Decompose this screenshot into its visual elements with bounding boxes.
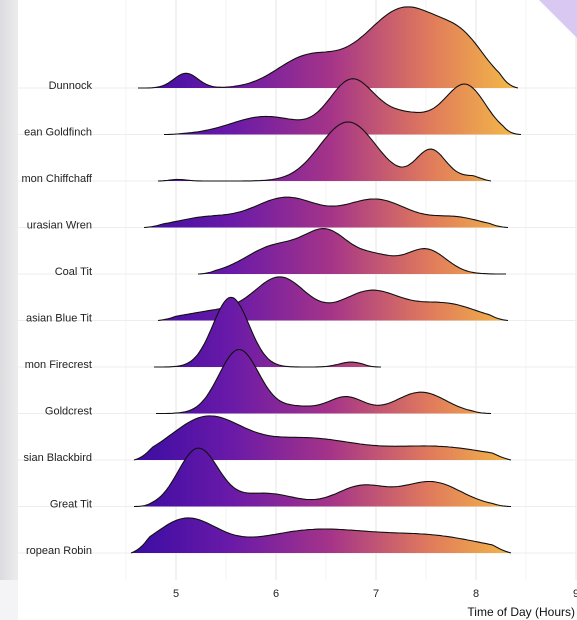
ridge-outline [133, 447, 512, 508]
left-shadow [0, 0, 18, 620]
y-tick-label: ean Goldfinch [24, 127, 92, 139]
ridge-eurasian-goldfinch [164, 78, 521, 135]
ridges [130, 6, 522, 554]
ridge-eurasian-blackbird [134, 415, 511, 460]
ridge-eurasian-blue-tit [158, 276, 508, 321]
ridge-coal-tit [198, 228, 506, 274]
y-tick-label: urasian Wren [27, 220, 92, 232]
ridge-eurasian-wren [144, 197, 508, 228]
ridge-outline [164, 78, 522, 136]
ridge-outline [157, 121, 492, 182]
x-tick-label: 7 [373, 588, 379, 600]
x-axis-label: Time of Day (Hours) [467, 605, 575, 619]
y-tick-label: ropean Robin [26, 545, 92, 557]
y-tick-label: mon Chiffchaff [21, 173, 92, 185]
bottom-strip [0, 580, 18, 620]
ridge-great-tit [134, 448, 511, 507]
ridge-outline [157, 276, 509, 322]
y-tick-label: Dunnock [49, 80, 93, 92]
ridge-dunnock [138, 6, 518, 88]
x-tick-label: 6 [273, 588, 279, 600]
ridge-common-firecrest [154, 297, 381, 367]
ridgeline-chart: Dunnock ean Goldfinch mon Chiffchaff urasia… [18, 0, 577, 619]
ridge-outline [197, 228, 506, 275]
ridge-outline [143, 196, 509, 229]
x-tick-label: 8 [473, 588, 479, 600]
y-tick-labels: Dunnock ean Goldfinch mon Chiffchaff urasia… [21, 80, 92, 557]
ridge-outline [133, 415, 512, 461]
ridge-goldcrest [156, 349, 491, 414]
ridge-outline [138, 6, 519, 89]
y-tick-label: Goldcrest [45, 406, 92, 418]
y-tick-label: sian Blackbird [24, 452, 92, 464]
ridge-european-robin [131, 517, 511, 553]
ridge-outline [154, 296, 381, 368]
y-tick-label: mon Firecrest [25, 359, 92, 371]
chart-frame: Dunnock ean Goldfinch mon Chiffchaff urasia… [18, 0, 577, 620]
y-tick-label: Great Tit [50, 499, 92, 511]
y-tick-label: asian Blue Tit [26, 313, 92, 325]
x-tick-label: 9 [573, 588, 577, 600]
x-tick-labels: 5 6 7 8 9 [173, 588, 577, 600]
ridge-outline [156, 348, 492, 415]
corner-fold [539, 0, 577, 38]
x-tick-label: 5 [173, 588, 179, 600]
y-tick-label: Coal Tit [55, 266, 92, 278]
ridge-common-chiffchaff [158, 122, 491, 181]
ridge-outline [130, 517, 512, 554]
